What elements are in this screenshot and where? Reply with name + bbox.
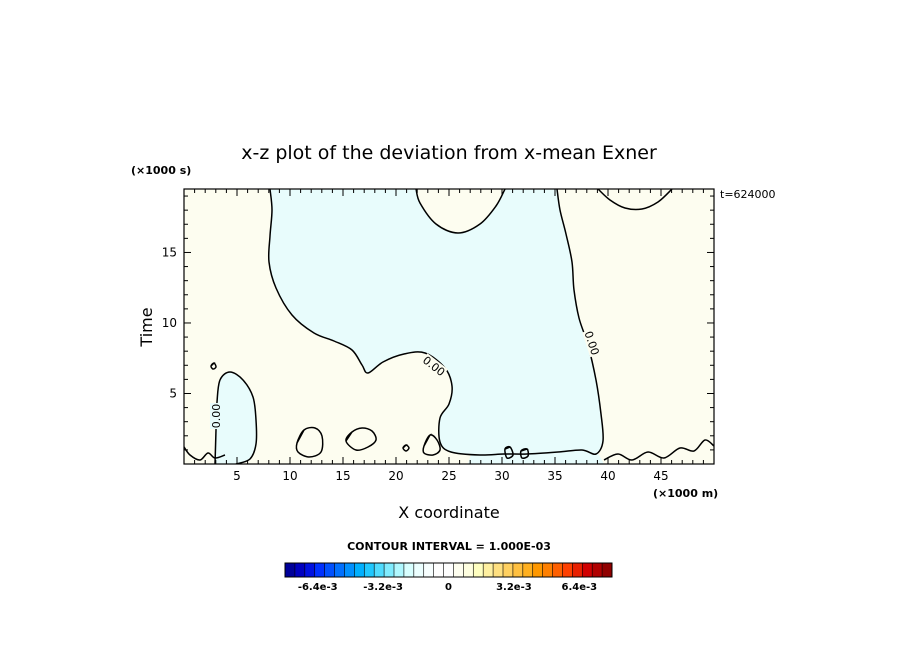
colorbar-frame <box>284 562 613 578</box>
x-axis-label: X coordinate <box>398 503 499 522</box>
x-tick-label: 30 <box>494 469 509 483</box>
colorbar-swatch <box>314 563 325 577</box>
colorbar-swatch <box>542 563 553 577</box>
colorbar-swatch <box>344 563 355 577</box>
colorbar-swatch <box>364 563 375 577</box>
colorbar-swatch <box>433 563 444 577</box>
colorbar-tick-label: 3.2e-3 <box>496 582 532 593</box>
colorbar-swatch <box>503 563 514 577</box>
colorbar-swatch <box>592 563 603 577</box>
colorbar-swatch <box>294 563 306 577</box>
y-tick-label: 10 <box>162 316 177 330</box>
contour-blob-5 <box>504 445 514 459</box>
colorbar-swatch <box>512 563 524 577</box>
time-stamp: t=624000 <box>720 188 776 201</box>
axis-ticks <box>184 189 714 464</box>
colorbar-swatch <box>324 563 335 577</box>
contour-bottom-left <box>184 446 226 461</box>
colorbar-swatch <box>443 563 454 577</box>
colorbar-tick-label: -6.4e-3 <box>298 582 338 593</box>
field-regions <box>184 189 714 464</box>
contour-blob-7 <box>210 362 217 370</box>
colorbar-swatch <box>532 563 543 577</box>
x-tick-label: 10 <box>282 469 297 483</box>
y-tick-label: 5 <box>169 386 177 400</box>
contour-top-right <box>597 189 673 211</box>
colorbar-swatch <box>483 563 494 577</box>
y-tick-label: 15 <box>162 245 177 259</box>
x-tick-label: 25 <box>441 469 456 483</box>
colorbar-swatch <box>582 563 593 577</box>
colorbar-swatch <box>522 563 534 577</box>
colorbar-swatch <box>354 563 365 577</box>
colorbar-swatch <box>285 563 296 577</box>
chart-title: x-z plot of the deviation from x-mean Ex… <box>241 142 657 164</box>
colorbar-swatch <box>562 563 573 577</box>
contour-blob-3 <box>422 433 441 456</box>
contour-blob-2 <box>345 427 377 451</box>
colorbar <box>284 562 613 578</box>
contour-blob-4 <box>519 448 530 459</box>
colorbar-tick-label: -3.2e-3 <box>363 582 403 593</box>
x-tick-label: 40 <box>600 469 615 483</box>
colorbar-swatch <box>493 563 504 577</box>
contour-label-bg <box>210 403 222 429</box>
negative-region-left <box>215 372 257 464</box>
colorbar-swatch <box>602 563 613 577</box>
y-tick-labels: 5 10 15 <box>162 245 177 400</box>
colorbar-swatch <box>572 563 583 577</box>
negative-region-main <box>268 189 604 456</box>
x-tick-label: 5 <box>233 469 241 483</box>
colorbar-swatch <box>423 563 434 577</box>
x-tick-label: 20 <box>388 469 403 483</box>
x-tick-label: 35 <box>547 469 562 483</box>
colorbar-swatch <box>334 563 345 577</box>
x-tick-label: 45 <box>653 469 668 483</box>
y-unit-label: (×1000 s) <box>131 164 191 177</box>
colorbar-swatch <box>552 563 563 577</box>
contour-label-bg <box>582 328 602 358</box>
colorbar-swatch <box>384 563 395 577</box>
colorbar-swatch <box>374 563 385 577</box>
contour-label: 0.00 <box>210 404 223 429</box>
y-axis-label: Time <box>137 307 156 347</box>
x-tick-labels: 5 10 15 20 25 30 35 40 45 <box>233 469 668 483</box>
colorbar-swatch <box>394 563 405 577</box>
contour-blob-1 <box>295 426 324 458</box>
colorbar-tick-label: 0 <box>445 582 452 593</box>
colorbar-swatch <box>304 563 316 577</box>
colorbar-swatch <box>473 563 484 577</box>
contour-label-bg <box>420 353 448 379</box>
colorbar-swatch <box>463 563 474 577</box>
contour-bottom-right <box>603 439 714 461</box>
colorbar-swatch <box>413 563 425 577</box>
colorbar-swatch <box>403 563 415 577</box>
colorbar-tick-labels: -6.4e-3 -3.2e-3 0 3.2e-3 6.4e-3 <box>298 582 597 593</box>
x-unit-label: (×1000 m) <box>653 487 718 500</box>
x-tick-label: 15 <box>335 469 350 483</box>
contour-interval: CONTOUR INTERVAL = 1.000E-03 <box>347 540 551 553</box>
zero-contours <box>184 189 714 464</box>
colorbar-tick-label: 6.4e-3 <box>561 582 597 593</box>
colorbar-swatch <box>453 563 464 577</box>
contour-blob-6 <box>402 444 410 452</box>
contour-notch <box>415 189 506 234</box>
